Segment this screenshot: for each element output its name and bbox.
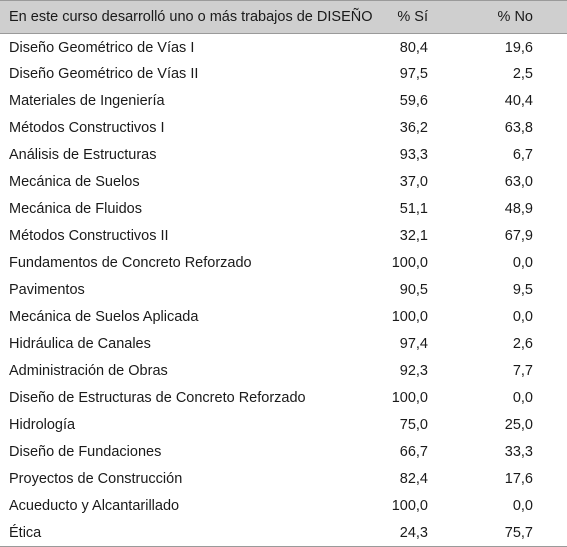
cell-percent-no: 0,0 — [512, 390, 533, 406]
table-row: Métodos Constructivos I 36,2 63,8 — [0, 115, 567, 142]
cell-percent-yes: 100,0 — [391, 255, 428, 271]
cell-course: Diseño de Fundaciones — [9, 444, 162, 460]
cell-percent-no: 75,7 — [462, 519, 567, 547]
cell-percent-no: 0,0 — [512, 498, 533, 514]
table-row: Proyectos de Construcción 82,4 17,6 — [0, 466, 567, 493]
cell-percent-no: 0,0 — [512, 309, 533, 325]
cell-percent-no: 0,0 — [512, 255, 533, 271]
header-course: En este curso desarrolló uno o más traba… — [0, 0, 374, 34]
cell-percent-yes: 66,7 — [399, 444, 428, 460]
cell-percent-yes: 100,0 — [391, 390, 428, 406]
table-row: Métodos Constructivos II 32,1 67,9 — [0, 223, 567, 250]
cell-course: Hidrología — [9, 417, 76, 433]
table-row: Diseño Geométrico de Vías I 80,4 19,6 — [0, 34, 567, 61]
table-row: Hidrología 75,0 25,0 — [0, 412, 567, 439]
table-row: Mecánica de Suelos 37,0 63,0 — [0, 169, 567, 196]
header-percent-no: % No — [462, 0, 567, 34]
cell-course: Pavimentos — [9, 282, 85, 298]
cell-percent-yes: 100,0 — [391, 309, 428, 325]
cell-percent-no: 40,4 — [504, 93, 533, 109]
cell-course: Acueducto y Alcantarillado — [9, 498, 180, 514]
cell-percent-no: 9,5 — [512, 282, 533, 298]
cell-percent-yes: 37,0 — [399, 174, 428, 190]
table-row: Fundamentos de Concreto Reforzado 100,0 … — [0, 250, 567, 277]
cell-percent-no: 25,0 — [504, 417, 533, 433]
cell-percent-yes: 97,4 — [399, 336, 428, 352]
cell-percent-no: 63,0 — [504, 174, 533, 190]
cell-percent-yes: 36,2 — [399, 120, 428, 136]
cell-percent-no: 2,5 — [512, 66, 533, 82]
cell-percent-no: 67,9 — [504, 228, 533, 244]
table-row: Análisis de Estructuras 93,3 6,7 — [0, 142, 567, 169]
table-body: Diseño Geométrico de Vías I 80,4 19,6 Di… — [0, 34, 567, 547]
cell-percent-yes: 75,0 — [399, 417, 428, 433]
cell-percent-yes: 90,5 — [399, 282, 428, 298]
table-row: Mecánica de Suelos Aplicada 100,0 0,0 — [0, 304, 567, 331]
cell-course: Métodos Constructivos II — [9, 228, 169, 244]
cell-course: Diseño de Estructuras de Concreto Reforz… — [9, 390, 306, 406]
cell-course: Ética — [0, 519, 374, 547]
table-row: Mecánica de Fluidos 51,1 48,9 — [0, 196, 567, 223]
cell-percent-yes: 92,3 — [399, 363, 428, 379]
table-row: Ética 24,3 75,7 — [0, 519, 567, 547]
cell-percent-yes: 93,3 — [399, 147, 428, 163]
header-percent-yes: % Sí — [374, 0, 462, 34]
cell-percent-yes: 32,1 — [399, 228, 428, 244]
cell-percent-no: 63,8 — [504, 120, 533, 136]
cell-course: Diseño Geométrico de Vías I — [9, 40, 195, 57]
cell-course: Mecánica de Suelos — [9, 174, 140, 190]
table-row: Hidráulica de Canales 97,4 2,6 — [0, 331, 567, 358]
cell-course: Materiales de Ingeniería — [9, 93, 165, 109]
cell-percent-yes: 59,6 — [399, 93, 428, 109]
cell-percent-no: 7,7 — [512, 363, 533, 379]
cell-percent-no: 6,7 — [512, 147, 533, 163]
cell-percent-yes: 24,3 — [374, 519, 462, 547]
table-row: Diseño de Estructuras de Concreto Reforz… — [0, 385, 567, 412]
cell-percent-no: 2,6 — [512, 336, 533, 352]
cell-course: Diseño Geométrico de Vías II — [9, 66, 199, 82]
table-row: Diseño Geométrico de Vías II 97,5 2,5 — [0, 61, 567, 88]
table-row: Acueducto y Alcantarillado 100,0 0,0 — [0, 493, 567, 520]
table-header: En este curso desarrolló uno o más traba… — [0, 0, 567, 34]
table-row: Administración de Obras 92,3 7,7 — [0, 358, 567, 385]
table-row: Pavimentos 90,5 9,5 — [0, 277, 567, 304]
cell-percent-yes: 100,0 — [391, 498, 428, 514]
cell-course: Mecánica de Fluidos — [9, 201, 142, 217]
cell-course: Análisis de Estructuras — [9, 147, 157, 163]
cell-course: Métodos Constructivos I — [9, 120, 165, 136]
cell-course: Hidráulica de Canales — [9, 336, 151, 352]
cell-percent-no: 48,9 — [504, 201, 533, 217]
cell-percent-yes: 51,1 — [399, 201, 428, 217]
cell-course: Fundamentos de Concreto Reforzado — [9, 255, 252, 271]
cell-course: Proyectos de Construcción — [9, 471, 183, 487]
cell-percent-no: 33,3 — [504, 444, 533, 460]
cell-course: Mecánica de Suelos Aplicada — [9, 309, 199, 325]
header-row: En este curso desarrolló uno o más traba… — [0, 0, 567, 34]
cell-percent-yes: 80,4 — [399, 40, 428, 57]
table-row: Diseño de Fundaciones 66,7 33,3 — [0, 439, 567, 466]
cell-percent-yes: 97,5 — [399, 66, 428, 82]
cell-course: Administración de Obras — [9, 363, 168, 379]
table-row: Materiales de Ingeniería 59,6 40,4 — [0, 88, 567, 115]
cell-percent-no: 19,6 — [504, 40, 533, 57]
cell-percent-yes: 82,4 — [399, 471, 428, 487]
cell-percent-no: 17,6 — [504, 471, 533, 487]
